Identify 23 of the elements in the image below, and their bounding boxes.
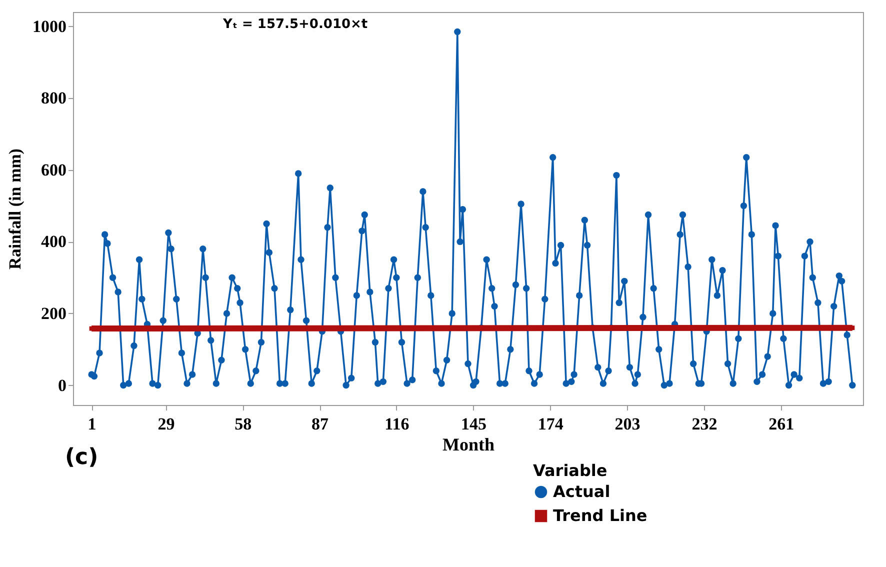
legend-label: Actual [553,482,610,501]
y-tick-label: 1000 [32,16,66,36]
x-tick-label: 1 [88,414,96,434]
x-tick-label: 232 [692,414,718,434]
y-tick-label: 400 [41,232,66,252]
x-axis-title: Month [442,434,495,454]
y-axis-title: Rainfall (in mm) [6,148,24,270]
x-tick-label: 87 [312,414,330,434]
x-tick-label: 174 [538,414,564,434]
y-tick-label: 600 [41,160,66,180]
legend-title: Variable [533,461,608,480]
x-tick-label: 203 [614,414,640,434]
y-tick-label: 0 [58,376,66,395]
legend-label: Trend Line [553,506,648,525]
x-tick-label: 116 [384,414,410,434]
x-tick-label: 58 [234,414,252,434]
x-tick-label: 29 [158,414,175,434]
y-tick-label: 200 [41,304,66,323]
y-tick-label: 800 [41,88,66,108]
x-tick-label: 145 [461,414,487,434]
x-tick-label: 261 [768,414,794,434]
text: (c) [65,445,98,470]
annotation: Yₜ = 157.5+0.010×t [222,17,368,32]
